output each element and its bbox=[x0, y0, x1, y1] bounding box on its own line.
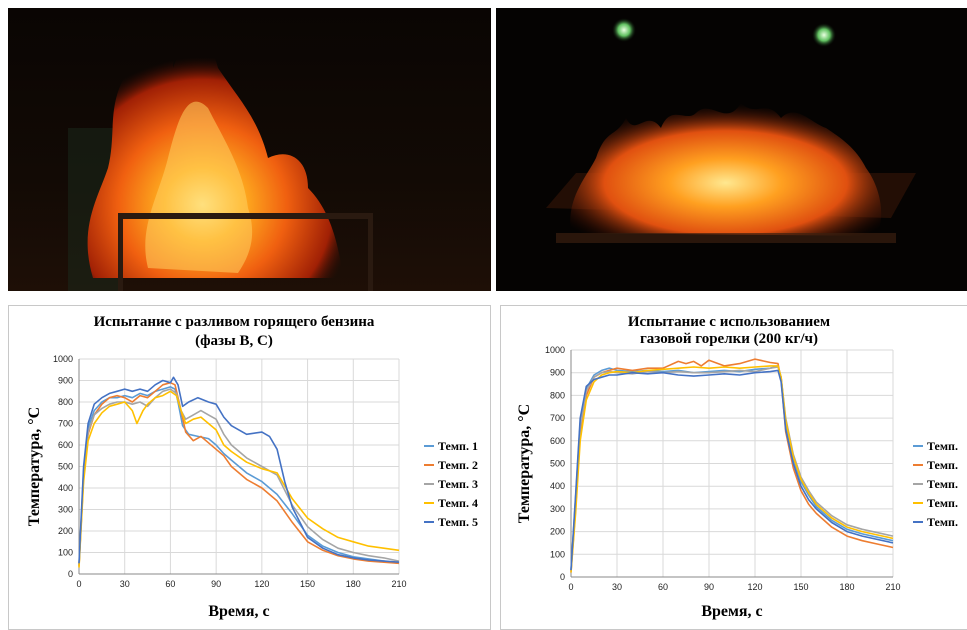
x-tick-label: 180 bbox=[839, 582, 854, 592]
x-tick-label: 120 bbox=[254, 579, 269, 589]
x-tick-label: 30 bbox=[120, 579, 130, 589]
y-tick-label: 400 bbox=[550, 481, 565, 491]
x-tick-label: 60 bbox=[658, 582, 668, 592]
y-tick-label: 1000 bbox=[545, 345, 565, 355]
y-tick-label: 100 bbox=[58, 548, 73, 558]
series-line-5 bbox=[78, 376, 400, 564]
x-tick-label: 210 bbox=[885, 582, 900, 592]
chart-panel-gasoline: Испытание с разливом горящего бензина (фа… bbox=[8, 305, 491, 630]
y-tick-label: 600 bbox=[550, 436, 565, 446]
x-tick-label: 0 bbox=[76, 579, 81, 589]
legend-label-1: Темп. bbox=[927, 439, 958, 453]
series-line-2 bbox=[570, 358, 894, 573]
chart-title: Испытание с использованием bbox=[628, 314, 830, 330]
x-tick-label: 0 bbox=[568, 582, 573, 592]
series-line-4 bbox=[78, 390, 400, 568]
y-tick-label: 100 bbox=[550, 549, 565, 559]
series-line-4 bbox=[570, 365, 894, 573]
y-tick-label: 1000 bbox=[53, 354, 73, 364]
chart-subtitle: (фазы B, C) bbox=[195, 333, 273, 349]
series-line-1 bbox=[570, 365, 894, 571]
legend-label-5: Темп. bbox=[927, 515, 958, 529]
legend-label-5: Темп. 5 bbox=[438, 515, 478, 529]
x-tick-label: 90 bbox=[211, 579, 221, 589]
y-tick-label: 200 bbox=[550, 527, 565, 537]
series-line-5 bbox=[570, 369, 894, 571]
fire-photo-right bbox=[496, 8, 967, 291]
x-tick-label: 120 bbox=[747, 582, 762, 592]
y-tick-label: 500 bbox=[58, 462, 73, 472]
legend-label-4: Темп. 4 bbox=[438, 496, 478, 510]
chart-gasoline-spill: Испытание с разливом горящего бензина (фа… bbox=[26, 314, 478, 620]
series-line-1 bbox=[78, 386, 400, 566]
x-axis-label: Время, с bbox=[208, 603, 269, 620]
y-tick-label: 800 bbox=[550, 390, 565, 400]
legend-label-1: Темп. 1 bbox=[438, 439, 478, 453]
y-tick-label: 700 bbox=[58, 419, 73, 429]
y-tick-label: 200 bbox=[58, 526, 73, 536]
y-tick-label: 0 bbox=[560, 572, 565, 582]
y-tick-label: 800 bbox=[58, 397, 73, 407]
y-tick-label: 400 bbox=[58, 483, 73, 493]
y-tick-label: 500 bbox=[550, 459, 565, 469]
series-line-2 bbox=[78, 381, 400, 567]
legend-label-4: Темп. bbox=[927, 496, 958, 510]
chart-title: Испытание с разливом горящего бензина bbox=[94, 314, 375, 330]
fire-photo-left bbox=[8, 8, 491, 291]
chart-subtitle: газовой горелки (200 кг/ч) bbox=[640, 331, 818, 347]
legend-label-2: Темп. bbox=[927, 458, 958, 472]
y-tick-label: 900 bbox=[58, 376, 73, 386]
y-tick-label: 600 bbox=[58, 440, 73, 450]
chart-panel-gas-burner: Испытание с использованием газовой горелк… bbox=[500, 305, 967, 630]
y-tick-label: 700 bbox=[550, 413, 565, 423]
series-line-3 bbox=[78, 388, 400, 566]
x-axis-label: Время, с bbox=[701, 603, 762, 620]
y-axis-label: Температура, °С bbox=[516, 404, 533, 523]
legend-label-3: Темп. 3 bbox=[438, 477, 478, 491]
x-tick-label: 30 bbox=[612, 582, 622, 592]
x-tick-label: 60 bbox=[165, 579, 175, 589]
legend-label-3: Темп. bbox=[927, 477, 958, 491]
legend-label-2: Темп. 2 bbox=[438, 458, 478, 472]
y-tick-label: 300 bbox=[550, 504, 565, 514]
fire-photo-icon bbox=[496, 8, 967, 291]
x-tick-label: 210 bbox=[391, 579, 406, 589]
x-tick-label: 150 bbox=[793, 582, 808, 592]
y-tick-label: 900 bbox=[550, 368, 565, 378]
y-axis-label: Температура, °С bbox=[26, 407, 43, 526]
series-line-3 bbox=[570, 366, 894, 572]
y-tick-label: 300 bbox=[58, 505, 73, 515]
x-tick-label: 180 bbox=[346, 579, 361, 589]
x-tick-label: 90 bbox=[704, 582, 714, 592]
y-tick-label: 0 bbox=[68, 569, 73, 579]
x-tick-label: 150 bbox=[300, 579, 315, 589]
fire-photo-icon bbox=[8, 8, 491, 291]
